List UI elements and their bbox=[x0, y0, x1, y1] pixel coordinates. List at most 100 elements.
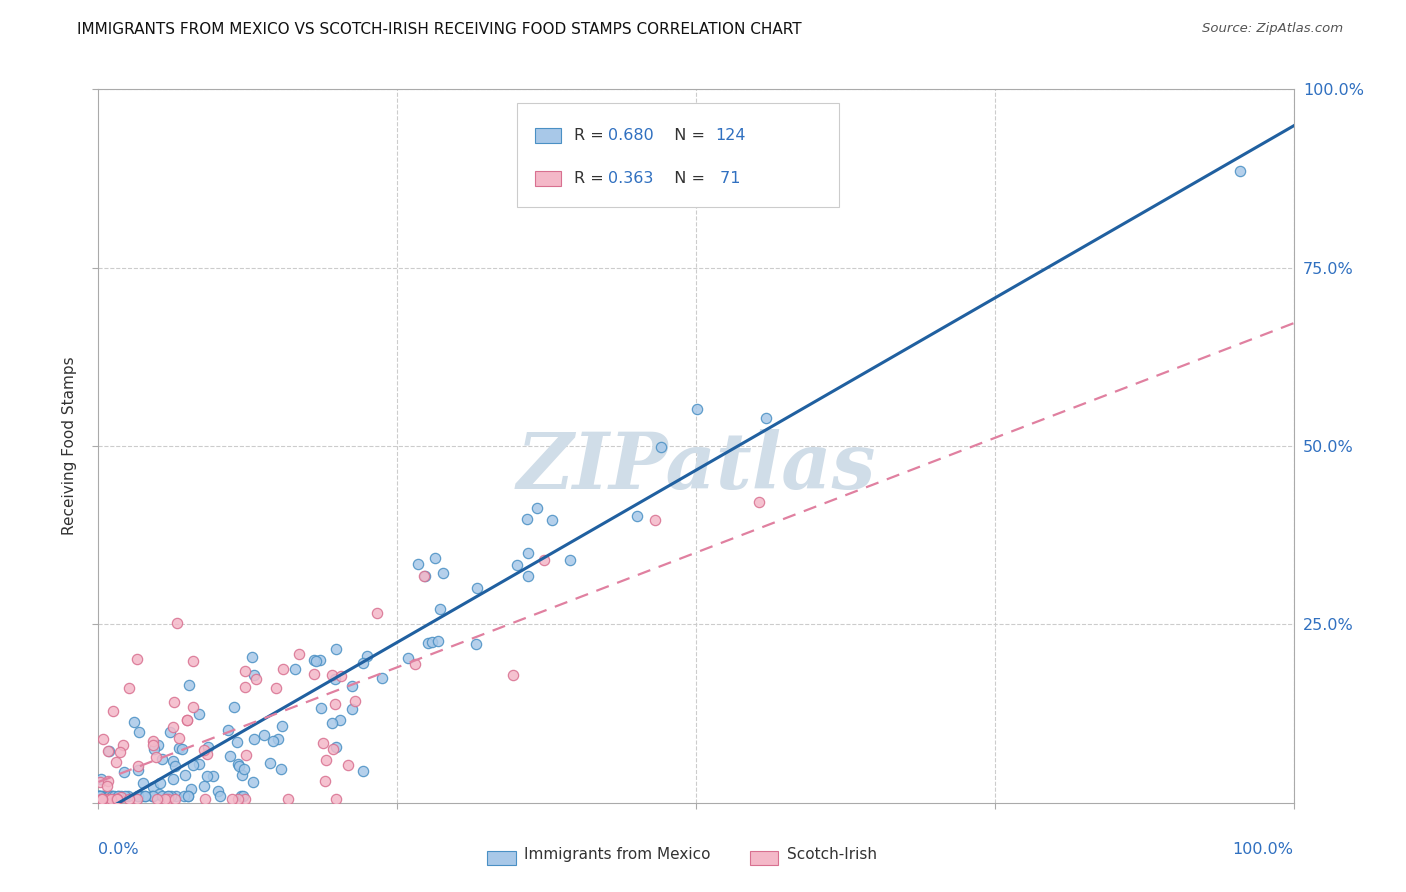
Point bbox=[100, 789, 122, 803]
Point bbox=[96, 779, 118, 793]
Point bbox=[89, 789, 111, 803]
Text: 0.363: 0.363 bbox=[607, 171, 652, 186]
Point bbox=[228, 758, 250, 772]
Point bbox=[114, 789, 136, 803]
Point bbox=[235, 747, 257, 762]
Point bbox=[101, 704, 124, 718]
Point bbox=[89, 792, 111, 806]
Text: N =: N = bbox=[664, 128, 710, 143]
Point bbox=[162, 720, 184, 734]
Point bbox=[112, 738, 135, 752]
Point bbox=[322, 741, 344, 756]
Point bbox=[156, 789, 179, 803]
Point bbox=[98, 789, 121, 803]
Point bbox=[89, 775, 111, 789]
Point bbox=[163, 792, 186, 806]
Point bbox=[100, 792, 122, 806]
Point bbox=[131, 789, 153, 803]
Point bbox=[233, 763, 256, 777]
Point bbox=[312, 736, 335, 750]
Point bbox=[181, 758, 204, 772]
Point bbox=[352, 656, 374, 670]
Text: 124: 124 bbox=[716, 128, 745, 143]
Point bbox=[314, 774, 336, 789]
Point bbox=[104, 755, 127, 769]
Point bbox=[686, 402, 709, 417]
Point bbox=[145, 749, 167, 764]
Point bbox=[112, 765, 135, 780]
Point bbox=[323, 672, 346, 686]
Point bbox=[181, 700, 204, 714]
Point bbox=[342, 702, 364, 716]
Point bbox=[148, 787, 170, 801]
Point bbox=[127, 763, 149, 777]
Point bbox=[94, 792, 117, 806]
Text: 100.0%: 100.0% bbox=[1233, 842, 1294, 857]
Point bbox=[465, 637, 488, 651]
Point bbox=[193, 742, 215, 756]
Point bbox=[173, 789, 195, 803]
Point bbox=[152, 752, 174, 766]
Point bbox=[650, 440, 672, 454]
Point bbox=[146, 738, 169, 752]
Point bbox=[541, 513, 564, 527]
Point bbox=[371, 671, 394, 685]
Point bbox=[304, 666, 326, 681]
Point bbox=[127, 792, 149, 806]
Point bbox=[233, 664, 256, 678]
Point bbox=[309, 653, 332, 667]
Point bbox=[132, 776, 155, 790]
Point bbox=[352, 764, 374, 778]
Point bbox=[142, 789, 165, 803]
Point bbox=[177, 789, 200, 803]
Point bbox=[90, 792, 112, 806]
Point bbox=[404, 657, 426, 671]
FancyBboxPatch shape bbox=[486, 851, 516, 865]
Point bbox=[264, 681, 287, 695]
Point bbox=[321, 716, 343, 731]
Text: Source: ZipAtlas.com: Source: ZipAtlas.com bbox=[1202, 22, 1343, 36]
Point bbox=[98, 744, 121, 758]
Point bbox=[343, 694, 366, 708]
Point bbox=[105, 792, 128, 806]
Point bbox=[187, 757, 209, 772]
Point bbox=[134, 789, 156, 803]
Point bbox=[217, 723, 239, 737]
Point bbox=[506, 558, 529, 572]
Point bbox=[160, 789, 183, 803]
Point bbox=[118, 681, 141, 696]
Point bbox=[172, 742, 194, 756]
Point bbox=[323, 697, 346, 711]
Point bbox=[336, 758, 359, 772]
Point bbox=[329, 713, 352, 727]
Point bbox=[110, 790, 132, 805]
FancyBboxPatch shape bbox=[534, 128, 561, 144]
Point bbox=[195, 769, 218, 783]
Point bbox=[267, 731, 290, 746]
Point bbox=[413, 569, 436, 583]
Point bbox=[233, 681, 256, 695]
Point bbox=[221, 792, 243, 806]
Point bbox=[229, 789, 252, 803]
Point bbox=[127, 789, 149, 803]
Point bbox=[167, 731, 190, 746]
Point bbox=[465, 582, 488, 596]
Point bbox=[243, 667, 266, 681]
Point bbox=[240, 649, 263, 664]
Point bbox=[177, 789, 200, 803]
Point bbox=[89, 789, 111, 803]
Point bbox=[516, 569, 538, 583]
Point bbox=[1229, 164, 1251, 178]
Point bbox=[226, 792, 249, 806]
Point bbox=[101, 789, 124, 803]
Point bbox=[176, 714, 198, 728]
Point bbox=[176, 713, 198, 727]
Point bbox=[91, 792, 114, 806]
Point bbox=[329, 669, 352, 683]
Point bbox=[396, 651, 419, 665]
FancyBboxPatch shape bbox=[534, 170, 561, 186]
Text: Immigrants from Mexico: Immigrants from Mexico bbox=[524, 847, 710, 862]
Point bbox=[127, 789, 149, 803]
Text: 0.0%: 0.0% bbox=[98, 842, 139, 857]
Point bbox=[177, 678, 200, 692]
